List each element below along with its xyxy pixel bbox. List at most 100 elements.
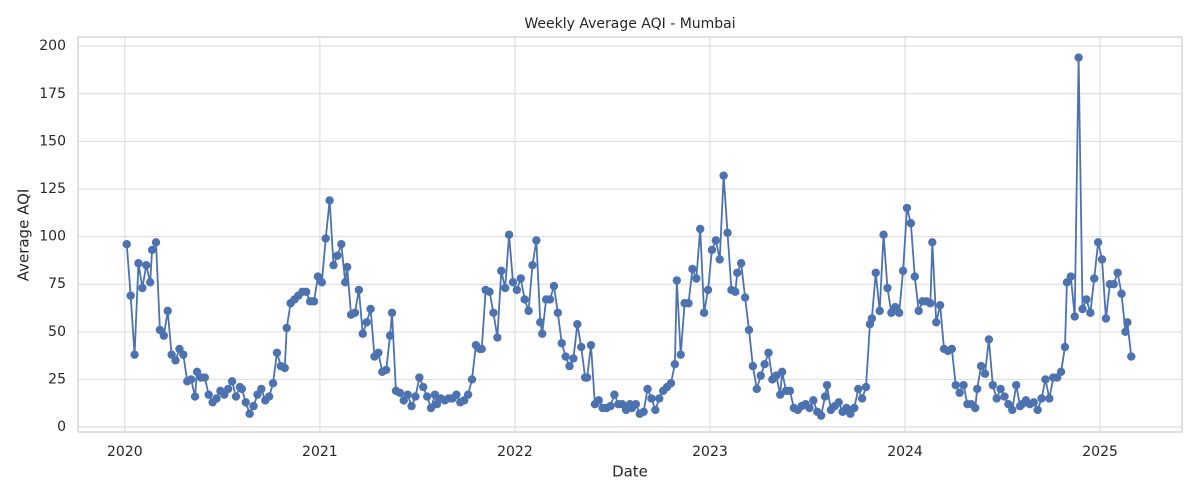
data-point xyxy=(752,384,761,394)
data-point xyxy=(309,297,319,306)
y-tick-label: 175 xyxy=(39,86,66,102)
data-point xyxy=(387,308,397,317)
data-point xyxy=(606,401,615,411)
data-point xyxy=(411,392,420,401)
data-point xyxy=(820,392,830,401)
data-point xyxy=(317,278,327,287)
data-point xyxy=(1093,238,1103,247)
x-tick-label: 2020 xyxy=(107,444,143,460)
data-point xyxy=(227,377,237,386)
data-point xyxy=(302,287,311,297)
data-point xyxy=(538,329,547,338)
data-point xyxy=(524,306,533,316)
data-point xyxy=(719,171,728,180)
data-point xyxy=(1000,392,1009,401)
data-point xyxy=(249,401,258,411)
data-point xyxy=(699,308,709,317)
data-point xyxy=(1101,314,1111,323)
data-point xyxy=(984,335,994,344)
data-point xyxy=(733,268,742,277)
data-point xyxy=(947,344,957,354)
x-tick-label: 2025 xyxy=(1082,444,1118,460)
data-point xyxy=(422,392,432,401)
data-point xyxy=(1029,398,1038,407)
data-point xyxy=(854,384,863,394)
data-point xyxy=(1109,280,1118,289)
data-point xyxy=(569,354,578,363)
x-tick-label: 2023 xyxy=(692,444,728,460)
data-point xyxy=(212,394,221,403)
data-point xyxy=(861,382,871,392)
data-point xyxy=(736,259,746,268)
data-point xyxy=(159,331,169,340)
data-point xyxy=(703,285,713,295)
data-point xyxy=(610,390,619,399)
data-point xyxy=(879,230,888,239)
data-point xyxy=(138,283,147,293)
data-point xyxy=(1078,304,1087,314)
data-point xyxy=(407,401,416,411)
data-point xyxy=(282,323,291,333)
data-point xyxy=(955,388,964,397)
y-tick-label: 75 xyxy=(48,276,66,292)
data-point xyxy=(325,196,334,205)
data-point xyxy=(354,285,364,295)
data-point xyxy=(857,394,867,403)
data-point xyxy=(756,371,765,380)
data-point xyxy=(485,287,494,297)
data-point xyxy=(740,293,750,302)
data-point xyxy=(171,356,180,365)
data-point xyxy=(477,344,486,354)
data-point xyxy=(321,234,330,243)
data-point xyxy=(190,392,200,401)
data-point xyxy=(557,339,566,348)
data-point xyxy=(676,350,685,359)
data-point xyxy=(972,384,982,394)
data-point xyxy=(415,373,424,382)
data-point xyxy=(577,342,586,352)
plot-area xyxy=(122,53,1136,420)
data-point xyxy=(666,379,676,388)
data-point xyxy=(692,274,701,283)
data-point xyxy=(385,331,395,340)
data-point xyxy=(809,396,818,405)
data-point xyxy=(871,268,880,277)
data-point xyxy=(959,380,968,390)
data-point xyxy=(186,375,196,384)
y-tick-label: 150 xyxy=(39,133,66,149)
data-point xyxy=(500,283,510,293)
data-point xyxy=(419,382,428,392)
data-point xyxy=(822,380,832,390)
data-point xyxy=(163,306,172,316)
y-axis-label: Average AQI xyxy=(15,189,33,282)
data-point xyxy=(707,245,717,255)
data-point xyxy=(1117,289,1126,298)
data-point xyxy=(142,260,151,270)
data-point xyxy=(1121,327,1130,337)
data-point xyxy=(631,399,641,409)
data-point xyxy=(520,295,529,304)
data-point xyxy=(816,411,826,420)
data-point xyxy=(362,318,371,327)
data-point xyxy=(147,245,157,255)
data-point xyxy=(395,388,405,397)
data-point xyxy=(553,308,563,317)
data-point xyxy=(760,360,769,369)
data-point xyxy=(280,363,289,373)
data-point xyxy=(928,238,937,247)
data-point xyxy=(785,386,795,396)
data-point xyxy=(508,278,518,287)
data-point xyxy=(512,285,522,295)
data-point xyxy=(643,384,652,394)
data-point xyxy=(350,308,360,317)
data-point xyxy=(130,350,139,359)
data-point xyxy=(1045,394,1054,403)
data-point xyxy=(1086,308,1095,317)
data-point xyxy=(1066,272,1076,281)
data-point xyxy=(1090,274,1099,283)
data-point xyxy=(1041,375,1050,384)
data-point xyxy=(463,390,473,399)
data-point xyxy=(898,266,908,276)
data-point xyxy=(268,379,278,388)
y-tick-label: 100 xyxy=(39,229,66,245)
